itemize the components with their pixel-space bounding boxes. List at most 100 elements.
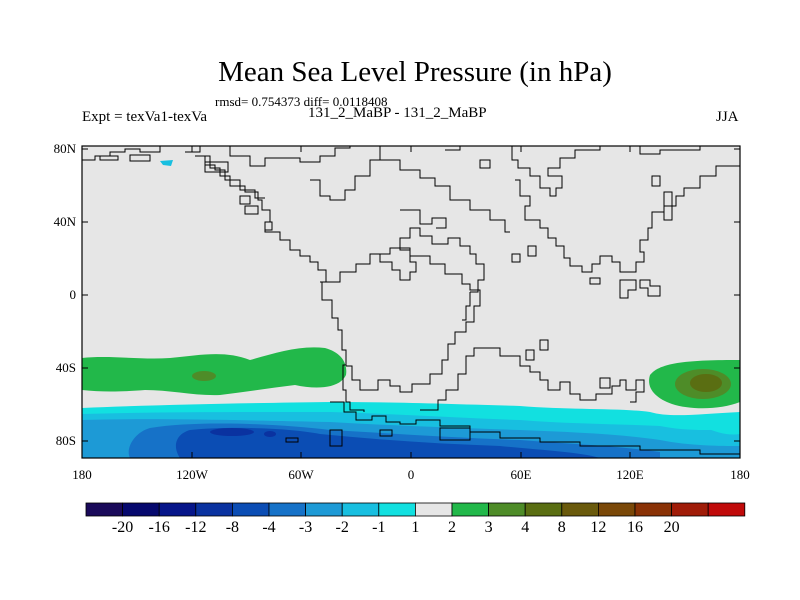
coastline <box>663 191 673 221</box>
lat-label-40n: 40N <box>53 214 76 229</box>
colorbar-box <box>305 502 343 517</box>
colorbar-box <box>122 502 160 517</box>
contour-fill <box>700 418 740 435</box>
coastline <box>619 279 637 299</box>
lat-label-80n: 80N <box>53 141 76 156</box>
lon-label-120w: 120W <box>176 467 208 482</box>
colorbar-label: -20 <box>111 519 134 536</box>
coastline <box>525 349 535 361</box>
colorbar-box <box>524 502 563 517</box>
lon-label-60w: 60W <box>288 467 314 482</box>
coastline <box>511 253 521 263</box>
colorbar-box <box>195 502 233 517</box>
coastline <box>527 245 537 257</box>
coastline <box>310 146 381 201</box>
coastline <box>329 429 343 447</box>
experiment-label: Expt = texVa1-texVa <box>82 109 208 125</box>
contour-fill <box>82 347 347 396</box>
lat-label-40s: 40S <box>55 360 76 375</box>
colorbar-label: -1 <box>372 519 386 536</box>
colorbar-box <box>378 502 416 517</box>
coastline <box>204 161 229 173</box>
colorbar <box>85 502 746 517</box>
contour-fill <box>175 427 600 458</box>
coastline <box>400 209 447 229</box>
coastline <box>539 339 549 351</box>
lon-label-180e: 180 <box>730 467 750 482</box>
colorbar-label: 3 <box>484 519 493 536</box>
coastline <box>244 205 259 215</box>
colorbar-label: -12 <box>185 519 207 536</box>
colorbar-box <box>488 502 526 517</box>
colorbar-label: -4 <box>262 519 276 536</box>
colorbar-box <box>231 502 270 517</box>
coastline <box>420 347 486 411</box>
colorbar-label: 16 <box>627 519 643 536</box>
stats-label: rmsd= 0.754373 diff= 0.0118408 <box>215 94 388 109</box>
coastline <box>129 154 151 162</box>
coastline <box>439 427 471 441</box>
colorbar-box <box>707 502 746 517</box>
coastline <box>264 221 273 231</box>
coastline <box>399 227 485 293</box>
coastline <box>445 146 461 151</box>
lon-label-0: 0 <box>407 467 415 482</box>
colorbar-label: 4 <box>521 519 530 536</box>
colorbar-label: 8 <box>557 519 566 536</box>
pressure-field <box>82 160 740 458</box>
colorbar-label: 1 <box>411 519 420 536</box>
map-title: Mean Sea Level Pressure (in hPa) <box>218 56 612 88</box>
colorbar-label: 2 <box>448 519 456 536</box>
coastline <box>515 165 740 273</box>
coastline <box>330 401 740 455</box>
season-label: JJA <box>716 109 739 125</box>
coastline <box>462 292 471 321</box>
coastline <box>380 159 510 233</box>
coastline <box>639 279 661 297</box>
contour-fill <box>264 431 276 437</box>
lat-ticks <box>82 148 740 442</box>
lat-label-0: 0 <box>69 287 77 302</box>
coastline <box>479 159 491 169</box>
colorbar-label: -2 <box>335 519 349 536</box>
colorbar-label: 20 <box>663 519 680 536</box>
colorbar-box <box>414 502 453 517</box>
contour-fill <box>690 374 722 392</box>
coastline <box>321 269 365 412</box>
colorbar-box <box>158 502 197 517</box>
colorbar-box <box>85 502 123 517</box>
coastline <box>99 155 119 161</box>
contour-fill <box>160 160 173 166</box>
colorbar-label: -3 <box>298 519 313 536</box>
colorbar-box <box>451 502 489 517</box>
coastline <box>185 146 201 153</box>
lat-label-80s: 80S <box>55 433 76 448</box>
colorbar-box <box>561 502 599 517</box>
colorbar-box <box>341 502 380 517</box>
coastline <box>651 175 661 187</box>
colorbar-box <box>268 502 306 517</box>
colorbar-label: -8 <box>225 519 240 536</box>
lon-ticks <box>81 146 741 458</box>
colorbar-box <box>634 502 672 517</box>
comparison-label: 131_2_MaBP - 131_2_MaBP <box>308 105 487 121</box>
coastline <box>285 437 299 443</box>
colorbar-box <box>598 502 636 517</box>
contour-fill <box>210 428 254 436</box>
lon-label-180w: 180 <box>72 467 92 482</box>
coastline <box>82 146 161 161</box>
coastlines <box>82 146 740 455</box>
contour-fill <box>192 371 216 381</box>
coastline <box>589 277 601 285</box>
coastline <box>599 377 611 389</box>
lon-label-120e: 120E <box>616 467 644 482</box>
coastline <box>379 429 393 437</box>
colorbar-box <box>671 502 709 517</box>
colorbar-label: -16 <box>148 519 170 536</box>
coastline <box>510 146 601 197</box>
coastline <box>486 347 645 403</box>
coastline <box>370 249 417 281</box>
colorbar-label: 12 <box>590 519 607 536</box>
lon-label-60e: 60E <box>510 467 532 482</box>
